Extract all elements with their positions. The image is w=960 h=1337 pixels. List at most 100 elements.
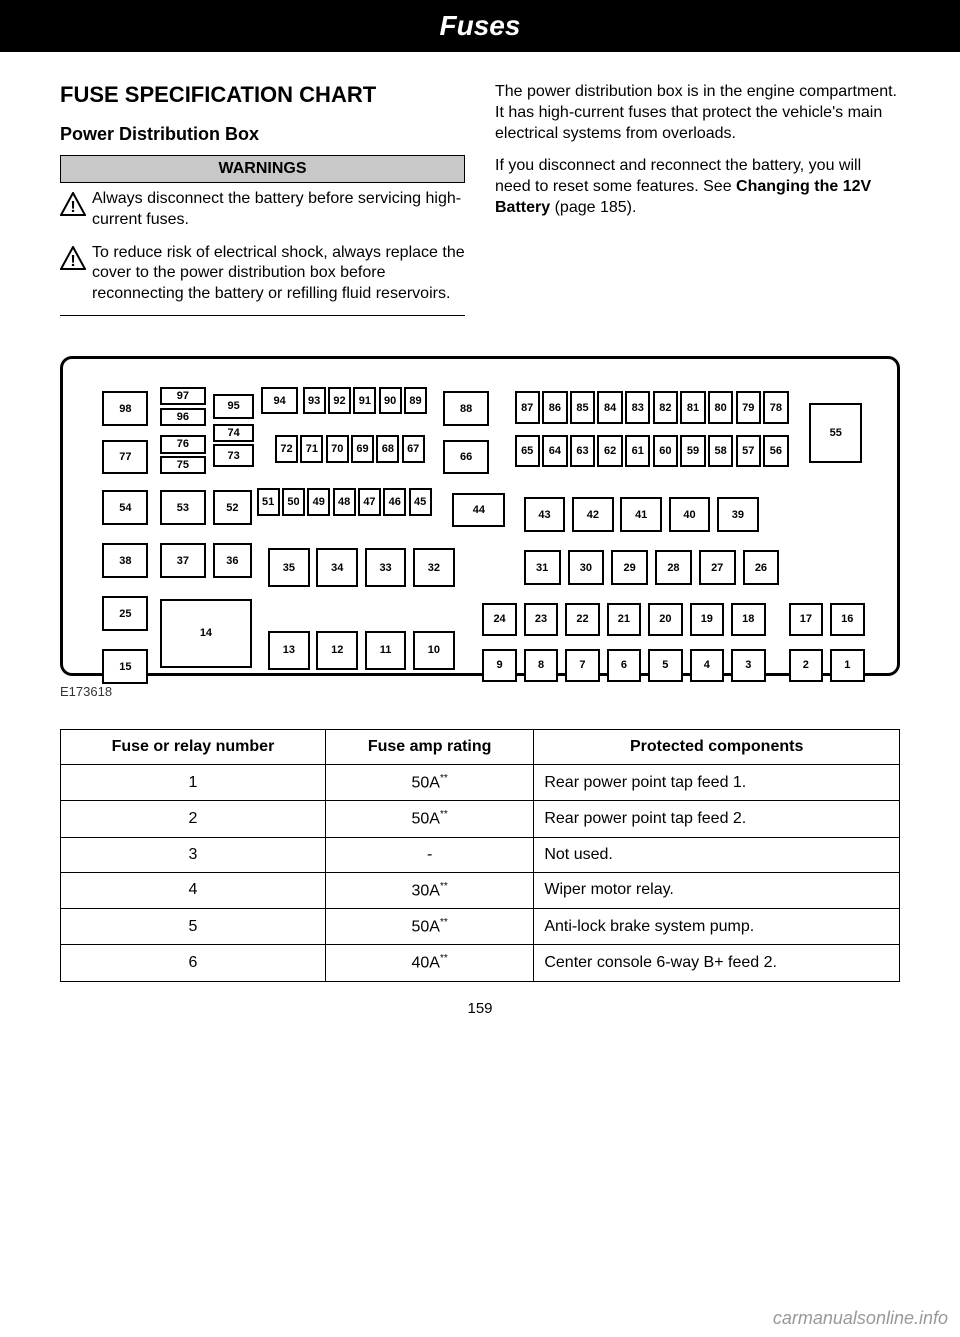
fuse-box-34: 34 (316, 548, 357, 587)
fuse-box-17: 17 (789, 603, 824, 635)
page-content: FUSE SPECIFICATION CHART Power Distribut… (0, 52, 960, 1037)
fuse-component: Rear power point tap feed 1. (534, 764, 900, 800)
fuse-box-60: 60 (653, 435, 678, 467)
fuse-box-65: 65 (515, 435, 540, 467)
warning-icon: ! (60, 192, 86, 223)
fuse-box-64: 64 (542, 435, 567, 467)
fuse-box-22: 22 (565, 603, 600, 635)
fuse-box-25: 25 (102, 596, 148, 631)
table-row: 250A**Rear power point tap feed 2. (61, 801, 900, 837)
fuse-box-21: 21 (607, 603, 642, 635)
para2-text-c: (page 185). (550, 199, 636, 216)
fuse-box-61: 61 (625, 435, 650, 467)
fuse-box-1: 1 (830, 649, 865, 681)
fuse-box-15: 15 (102, 649, 148, 684)
fuse-box-88: 88 (443, 391, 489, 426)
fuse-number: 1 (61, 764, 326, 800)
fuse-box-49: 49 (307, 488, 330, 516)
fuse-box-73: 73 (213, 444, 254, 467)
fuse-box-33: 33 (365, 548, 406, 587)
fuse-box-41: 41 (620, 497, 661, 532)
fuse-box-68: 68 (376, 435, 399, 463)
fuse-box-57: 57 (736, 435, 761, 467)
warning-item: ! Always disconnect the battery before s… (60, 183, 465, 237)
fuse-box-89: 89 (404, 387, 427, 415)
fuse-box-42: 42 (572, 497, 613, 532)
fuse-box-12: 12 (316, 631, 357, 670)
fuse-box-85: 85 (570, 391, 595, 423)
fuse-box-9: 9 (482, 649, 517, 681)
fuse-box-30: 30 (568, 550, 605, 585)
fuse-box-92: 92 (328, 387, 351, 415)
table-header-row: Fuse or relay number Fuse amp rating Pro… (61, 729, 900, 764)
fuse-box-75: 75 (160, 456, 206, 474)
fuse-box-32: 32 (413, 548, 454, 587)
warnings-box: ! Always disconnect the battery before s… (60, 182, 465, 316)
fuse-number: 4 (61, 872, 326, 908)
fuse-component: Center console 6-way B+ feed 2. (534, 945, 900, 981)
fuse-box-93: 93 (303, 387, 326, 415)
fuse-box-13: 13 (268, 631, 309, 670)
fuse-box-90: 90 (379, 387, 402, 415)
fuse-box-19: 19 (690, 603, 725, 635)
fuse-number: 6 (61, 945, 326, 981)
fuse-box-74: 74 (213, 424, 254, 442)
fuse-box-16: 16 (830, 603, 865, 635)
table-header: Protected components (534, 729, 900, 764)
table-row: 550A**Anti-lock brake system pump. (61, 908, 900, 944)
fuse-box-58: 58 (708, 435, 733, 467)
fuse-box-5: 5 (648, 649, 683, 681)
fuse-box-78: 78 (763, 391, 788, 423)
fuse-box-94: 94 (261, 387, 298, 415)
fuse-box-14: 14 (160, 599, 252, 668)
table-row: 430A**Wiper motor relay. (61, 872, 900, 908)
table-header: Fuse or relay number (61, 729, 326, 764)
fuse-box-84: 84 (597, 391, 622, 423)
page-number: 159 (60, 1000, 900, 1017)
diagram-label: E173618 (60, 684, 900, 699)
subsection-title: Power Distribution Box (60, 124, 465, 145)
fuse-table: Fuse or relay number Fuse amp rating Pro… (60, 729, 900, 982)
fuse-box-69: 69 (351, 435, 374, 463)
fuse-box-11: 11 (365, 631, 406, 670)
fuse-box-97: 97 (160, 387, 206, 405)
paragraph-1: The power distribution box is in the eng… (495, 82, 900, 144)
fuse-box-80: 80 (708, 391, 733, 423)
fuse-box-23: 23 (524, 603, 559, 635)
fuse-box-91: 91 (353, 387, 376, 415)
warning-item: ! To reduce risk of electrical shock, al… (60, 237, 465, 311)
fuse-rating: 40A** (325, 945, 533, 981)
fuse-box-87: 87 (515, 391, 540, 423)
fuse-box-48: 48 (333, 488, 356, 516)
section-title: FUSE SPECIFICATION CHART (60, 82, 465, 108)
page-header: Fuses (0, 0, 960, 52)
fuse-box-45: 45 (409, 488, 432, 516)
paragraph-2: If you disconnect and reconnect the batt… (495, 156, 900, 218)
fuse-box-83: 83 (625, 391, 650, 423)
fuse-box-10: 10 (413, 631, 454, 670)
fuse-box-43: 43 (524, 497, 565, 532)
fuse-box-47: 47 (358, 488, 381, 516)
fuse-box-26: 26 (743, 550, 780, 585)
warnings-header: WARNINGS (60, 155, 465, 182)
fuse-component: Not used. (534, 837, 900, 872)
table-row: 3-Not used. (61, 837, 900, 872)
fuse-diagram: 9897969574949392919089777675737271706968… (60, 356, 900, 676)
fuse-box-20: 20 (648, 603, 683, 635)
fuse-box-56: 56 (763, 435, 788, 467)
watermark: carmanualsonline.info (773, 1308, 948, 1329)
fuse-rating: - (325, 837, 533, 872)
fuse-box-81: 81 (680, 391, 705, 423)
fuse-box-86: 86 (542, 391, 567, 423)
fuse-box-4: 4 (690, 649, 725, 681)
fuse-box-28: 28 (655, 550, 692, 585)
fuse-box-52: 52 (213, 490, 252, 525)
fuse-number: 3 (61, 837, 326, 872)
fuse-box-62: 62 (597, 435, 622, 467)
fuse-box-3: 3 (731, 649, 766, 681)
fuse-box-51: 51 (257, 488, 280, 516)
fuse-box-39: 39 (717, 497, 758, 532)
fuse-box-35: 35 (268, 548, 309, 587)
fuse-box-50: 50 (282, 488, 305, 516)
fuse-box-7: 7 (565, 649, 600, 681)
